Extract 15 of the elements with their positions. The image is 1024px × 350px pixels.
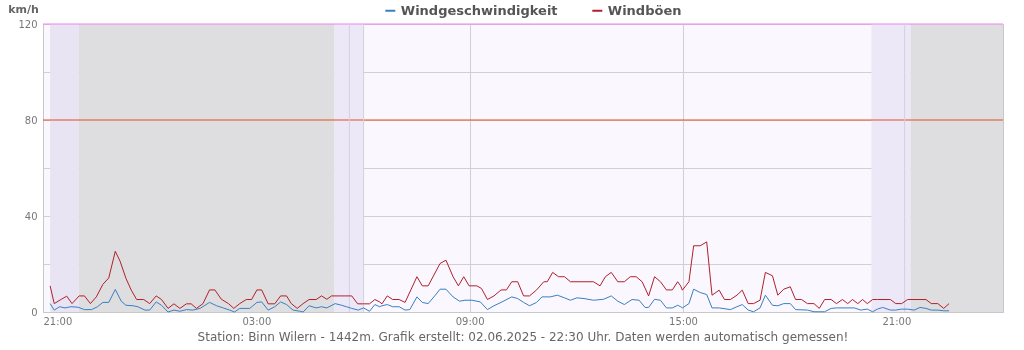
y-axis-title: km/h xyxy=(8,2,39,16)
text: Station: Binn Wilern - 1442m. Grafik erstellt: 02.06.2025 - 22:30 Uhr. Daten werden automatisch gemessen! xyxy=(197,330,849,344)
x-tick-label: 03:00 xyxy=(242,315,272,327)
x-tick-label: 09:00 xyxy=(455,315,485,327)
x-tick-label: 21:00 xyxy=(43,315,73,327)
x-tick-label: 15:00 xyxy=(669,315,698,327)
legend-label: Windgeschwindigkeit xyxy=(400,2,558,18)
y-tick-label: 120 xyxy=(18,18,38,30)
line-series xyxy=(49,288,950,313)
y-tick-label: 0 xyxy=(31,306,38,318)
line-series xyxy=(49,241,950,309)
y-tick-label: 40 xyxy=(24,210,38,222)
x-tick-label: 21:00 xyxy=(882,315,912,327)
y-tick-label: 80 xyxy=(24,114,38,126)
legend-label: Windböen xyxy=(607,2,682,18)
